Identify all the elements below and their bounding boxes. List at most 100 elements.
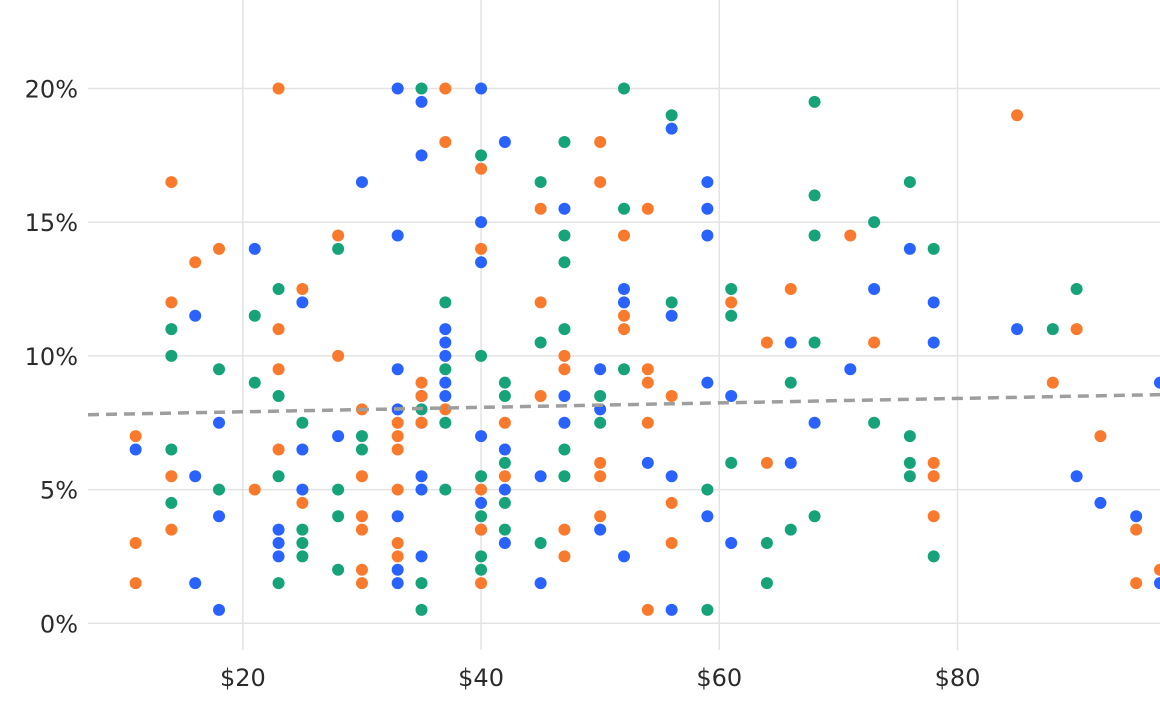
data-point: [1094, 430, 1107, 443]
data-point: [927, 470, 940, 483]
data-point: [701, 603, 714, 616]
data-point: [641, 456, 654, 469]
data-point: [665, 309, 678, 322]
data-point: [439, 323, 452, 336]
data-point: [927, 296, 940, 309]
data-point: [165, 470, 178, 483]
data-point: [808, 189, 821, 202]
data-point: [1011, 109, 1024, 122]
data-point: [641, 363, 654, 376]
data-point: [784, 456, 797, 469]
data-point: [213, 242, 226, 255]
data-point: [784, 336, 797, 349]
data-point: [415, 577, 428, 590]
data-point: [760, 577, 773, 590]
data-point: [355, 563, 368, 576]
data-point: [213, 483, 226, 496]
data-point: [594, 456, 607, 469]
data-point: [594, 389, 607, 402]
data-point: [355, 510, 368, 523]
data-point: [391, 537, 404, 550]
data-point: [725, 296, 738, 309]
data-point: [1130, 577, 1143, 590]
data-point: [272, 82, 285, 95]
data-point: [641, 376, 654, 389]
data-point: [498, 496, 511, 509]
data-point: [165, 523, 178, 536]
data-point: [439, 389, 452, 402]
data-point: [808, 229, 821, 242]
data-point: [927, 456, 940, 469]
data-point: [1094, 496, 1107, 509]
data-point: [332, 349, 345, 362]
data-point: [272, 577, 285, 590]
data-point: [475, 430, 488, 443]
data-point: [332, 430, 345, 443]
data-point: [439, 483, 452, 496]
data-point: [903, 176, 916, 189]
data-point: [701, 176, 714, 189]
data-point: [1011, 323, 1024, 336]
data-point: [534, 577, 547, 590]
data-point: [498, 523, 511, 536]
data-point: [475, 577, 488, 590]
data-point: [618, 296, 630, 309]
data-point: [558, 443, 571, 456]
data-point: [903, 470, 916, 483]
data-point: [594, 470, 607, 483]
data-point: [439, 82, 452, 95]
data-point: [475, 242, 488, 255]
data-point: [1070, 283, 1083, 296]
data-point: [415, 376, 428, 389]
data-point: [618, 323, 630, 336]
data-point: [189, 470, 202, 483]
data-point: [618, 550, 630, 563]
data-point: [1046, 323, 1059, 336]
data-point: [475, 496, 488, 509]
data-point: [868, 216, 881, 229]
data-point: [665, 537, 678, 550]
data-point: [391, 550, 404, 563]
data-point: [594, 416, 607, 429]
data-point: [1070, 323, 1083, 336]
data-point: [475, 550, 488, 563]
data-point: [665, 496, 678, 509]
data-point: [213, 363, 226, 376]
data-point: [415, 470, 428, 483]
data-point: [618, 82, 630, 95]
data-point: [355, 470, 368, 483]
data-point: [665, 470, 678, 483]
data-point: [808, 510, 821, 523]
data-point: [534, 202, 547, 215]
data-point: [439, 416, 452, 429]
data-point: [558, 470, 571, 483]
data-point: [391, 229, 404, 242]
data-point: [534, 470, 547, 483]
data-point: [760, 336, 773, 349]
data-point: [665, 296, 678, 309]
data-point: [213, 416, 226, 429]
data-point: [618, 202, 630, 215]
data-point: [415, 416, 428, 429]
y-tick-label: 0%: [40, 610, 78, 638]
data-point: [558, 416, 571, 429]
data-points: [129, 82, 1160, 616]
y-tick-label: 20%: [25, 75, 78, 103]
x-tick-label: $20: [220, 664, 266, 692]
data-point: [213, 603, 226, 616]
data-point: [415, 603, 428, 616]
data-point: [641, 416, 654, 429]
data-point: [415, 389, 428, 402]
data-point: [475, 483, 488, 496]
data-point: [272, 470, 285, 483]
data-point: [558, 323, 571, 336]
data-point: [415, 95, 428, 108]
x-tick-label: $80: [935, 664, 981, 692]
data-point: [272, 283, 285, 296]
data-point: [1046, 376, 1059, 389]
data-point: [534, 336, 547, 349]
data-point: [808, 416, 821, 429]
x-tick-label: $40: [458, 664, 504, 692]
data-point: [355, 430, 368, 443]
data-point: [129, 443, 142, 456]
